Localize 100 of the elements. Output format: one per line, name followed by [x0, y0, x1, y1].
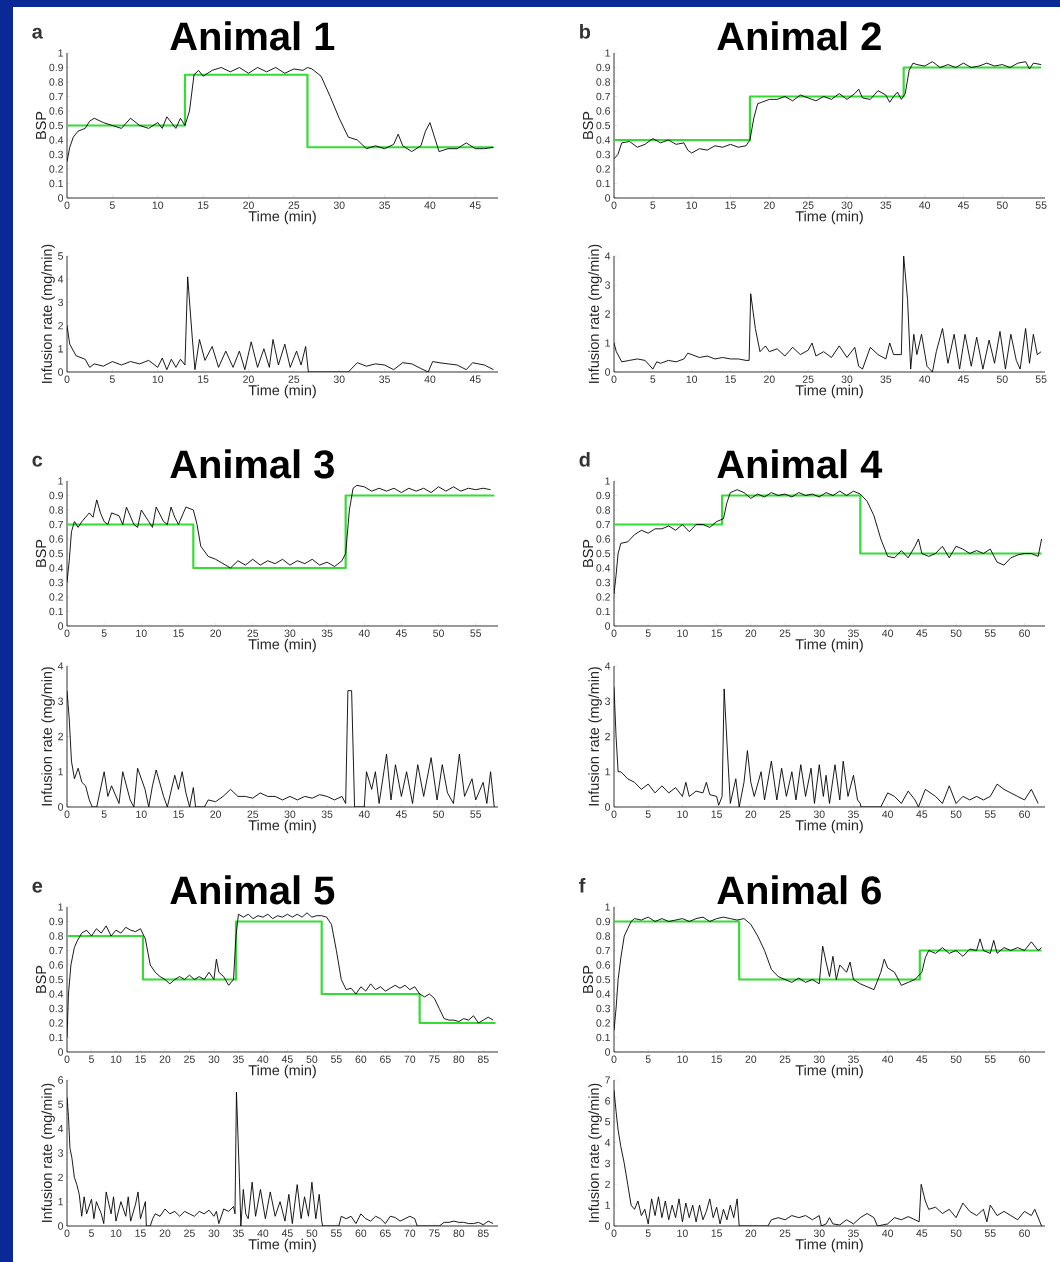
x-tick-label: 50: [996, 375, 1008, 383]
x-tick-label: 0: [64, 1229, 70, 1237]
y-tick-label: 3: [605, 697, 611, 705]
y-tick-label: 1: [58, 768, 63, 776]
y-tick-label: 0.1: [596, 179, 610, 188]
x-tick-label: 0: [611, 201, 617, 209]
x-tick-label: 20: [210, 810, 222, 818]
x-tick-label: 15: [711, 1055, 722, 1063]
x-tick-label: 35: [848, 629, 859, 637]
y-tick-label: 0.6: [596, 535, 611, 543]
x-tick-label: 40: [919, 375, 931, 383]
y-tick-label: 0.7: [49, 92, 63, 101]
x-tick-label: 40: [424, 201, 436, 209]
y-tick-label: 1: [605, 768, 610, 776]
y-axis-title: Infusion rate (mg/min): [588, 667, 602, 806]
y-tick-label: 4: [57, 275, 64, 283]
y-tick-label: 1: [605, 339, 610, 347]
x-tick-label: 10: [136, 810, 147, 818]
x-tick-label: 5: [89, 1055, 94, 1063]
x-tick-label: 50: [950, 1229, 962, 1237]
y-tick-label: 0.6: [49, 107, 64, 115]
x-tick-label: 35: [321, 810, 333, 818]
x-tick-label: 50: [950, 1055, 962, 1063]
y-tick-label: 0: [605, 368, 611, 376]
x-tick-label: 35: [379, 201, 390, 209]
y-tick-label: 0.2: [596, 165, 610, 173]
y-tick-label: 0: [605, 194, 611, 202]
x-tick-label: 60: [1019, 810, 1030, 818]
chart-title: Animal 4: [717, 449, 883, 479]
x-tick-label: 55: [984, 1055, 996, 1063]
y-tick-label: 5: [58, 252, 64, 260]
y-tick-label: 0.5: [49, 549, 64, 558]
x-tick-label: 0: [611, 1229, 617, 1237]
y-tick-label: 0.1: [596, 1033, 610, 1042]
x-tick-label: 20: [745, 810, 757, 818]
text: f: [579, 878, 586, 893]
x-tick-label: 45: [916, 810, 928, 818]
x-tick-label: 40: [882, 629, 894, 637]
x-axis-title: Time (min): [795, 638, 863, 653]
x-tick-label: 5: [109, 201, 115, 209]
y-tick-label: 0.4: [596, 564, 611, 572]
x-tick-label: 45: [957, 201, 969, 209]
x-tick-label: 20: [745, 1055, 757, 1063]
y-tick-label: 3: [58, 697, 64, 705]
x-tick-label: 20: [159, 1229, 171, 1237]
x-tick-label: 0: [64, 629, 70, 637]
x-tick-label: 5: [645, 1055, 651, 1063]
x-tick-label: 5: [101, 629, 107, 637]
x-tick-label: 50: [950, 629, 962, 637]
text: e: [32, 881, 43, 893]
x-axis-title: Time (min): [795, 819, 863, 834]
y-tick-label: 0.6: [49, 535, 64, 543]
x-tick-label: 60: [1019, 629, 1030, 637]
y-axis-title: Infusion rate (mg/min): [588, 244, 602, 383]
x-tick-label: 55: [984, 629, 996, 637]
y-tick-label: 0.9: [596, 63, 610, 72]
x-tick-label: 70: [404, 1055, 416, 1063]
y-tick-label: 0.5: [49, 975, 64, 984]
y-tick-label: 5: [605, 1118, 611, 1126]
x-tick-label: 50: [433, 629, 444, 637]
x-tick-label: 30: [841, 375, 853, 383]
x-tick-label: 25: [247, 629, 259, 637]
y-tick-label: 0.3: [596, 150, 611, 159]
x-tick-label: 5: [645, 629, 651, 637]
x-tick-label: 45: [281, 1055, 293, 1063]
x-tick-label: 40: [358, 810, 370, 818]
x-tick-label: 0: [64, 375, 70, 383]
x-tick-label: 10: [136, 629, 147, 637]
x-tick-label: 55: [470, 810, 482, 818]
y-tick-label: 0.4: [49, 990, 64, 998]
x-tick-label: 20: [764, 375, 775, 383]
y-tick-label: 0.4: [49, 564, 64, 572]
y-tick-label: 2: [605, 1180, 610, 1188]
x-tick-label: 10: [677, 629, 688, 637]
x-tick-label: 60: [1019, 1229, 1030, 1237]
y-tick-label: 5: [58, 1100, 64, 1108]
x-tick-label: 35: [848, 1229, 859, 1237]
x-tick-label: 25: [779, 810, 791, 818]
x-tick-label: 35: [848, 810, 859, 818]
x-tick-label: 20: [764, 201, 775, 209]
x-tick-label: 10: [152, 201, 164, 209]
x-tick-label: 5: [89, 1229, 94, 1237]
x-tick-label: 65: [380, 1055, 391, 1063]
x-tick-label: 0: [64, 1055, 70, 1063]
x-tick-label: 20: [159, 1055, 171, 1063]
x-tick-label: 0: [611, 629, 617, 637]
text: c: [32, 455, 43, 467]
y-tick-label: 2: [58, 1173, 63, 1181]
x-tick-label: 45: [469, 201, 481, 209]
y-axis-title: BSP: [35, 965, 47, 993]
x-tick-label: 20: [210, 629, 222, 637]
x-tick-label: 40: [424, 375, 436, 383]
x-tick-label: 55: [1035, 375, 1047, 383]
y-tick-label: 1: [58, 49, 63, 57]
x-tick-label: 15: [711, 810, 722, 818]
x-tick-label: 35: [379, 375, 390, 383]
y-tick-label: 3: [58, 1149, 64, 1157]
x-tick-label: 25: [779, 1229, 791, 1237]
x-tick-label: 30: [813, 1055, 825, 1063]
y-tick-label: 0.7: [596, 946, 610, 955]
